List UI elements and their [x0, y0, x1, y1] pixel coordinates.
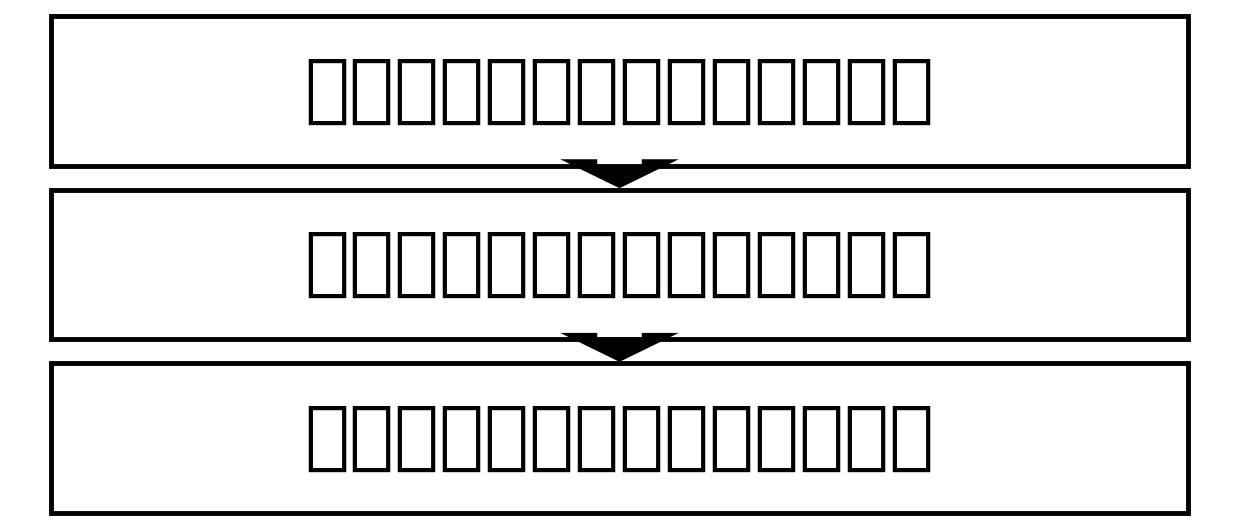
FancyBboxPatch shape: [51, 363, 1188, 513]
Text: 观测焦面成像结果记录强度分布: 观测焦面成像结果记录强度分布: [305, 228, 934, 301]
FancyBboxPatch shape: [51, 16, 1188, 166]
Polygon shape: [560, 159, 679, 188]
FancyBboxPatch shape: [51, 189, 1188, 340]
Text: 制备载物光学芯片构建显微系统: 制备载物光学芯片构建显微系统: [305, 54, 934, 127]
Polygon shape: [560, 333, 679, 362]
Text: 提取径向强度信息计算解析光谱: 提取径向强度信息计算解析光谱: [305, 402, 934, 475]
